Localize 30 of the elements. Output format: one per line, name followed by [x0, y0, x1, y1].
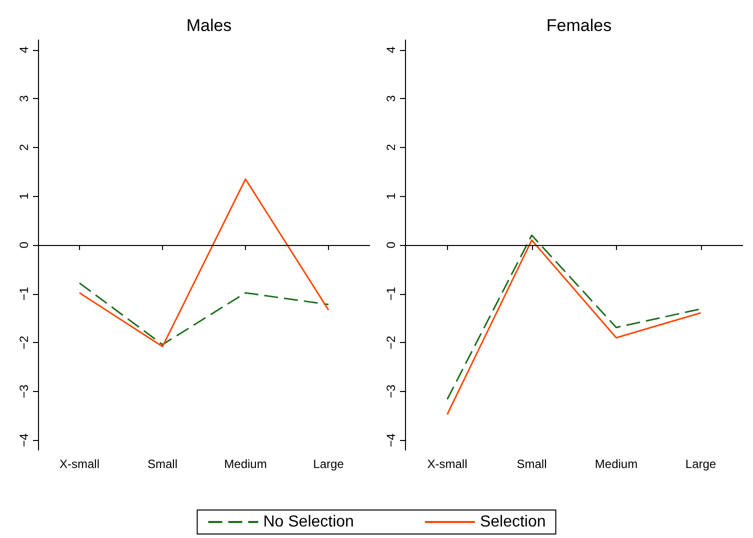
legend-label: No Selection [263, 514, 354, 530]
y-tick-label: 4 [17, 46, 31, 54]
y-tick-label: 2 [17, 144, 31, 151]
x-tick-label: Medium [224, 457, 267, 471]
y-tick-label: 3 [384, 94, 398, 102]
y-tick-label: −2 [17, 335, 31, 350]
y-tick-label: −2 [384, 335, 398, 350]
x-tick-label: Small [516, 457, 547, 471]
chart-title: Males [186, 16, 232, 35]
y-tick-label: −1 [17, 286, 31, 301]
x-tick-label: Small [147, 457, 178, 471]
y-tick-label: 2 [384, 144, 398, 151]
legend-label: Selection [480, 514, 546, 530]
y-tick-label: −4 [17, 433, 31, 448]
y-tick-label: 1 [384, 192, 398, 200]
y-tick-label: 0 [384, 241, 398, 248]
x-tick-label: X-small [427, 457, 468, 471]
x-tick-label: Medium [594, 457, 638, 471]
chart-title: Females [546, 16, 612, 35]
y-tick-label: −3 [384, 384, 398, 398]
y-tick-label: 1 [17, 192, 31, 200]
x-tick-label: X-small [59, 457, 100, 471]
x-tick-label: Large [685, 457, 716, 471]
y-tick-label: 3 [17, 94, 31, 102]
y-tick-label: −3 [17, 384, 31, 398]
y-tick-label: 0 [17, 241, 31, 248]
y-tick-label: −4 [384, 433, 398, 448]
y-tick-label: −1 [384, 286, 398, 301]
y-tick-label: 4 [384, 46, 398, 54]
x-tick-label: Large [313, 457, 344, 471]
